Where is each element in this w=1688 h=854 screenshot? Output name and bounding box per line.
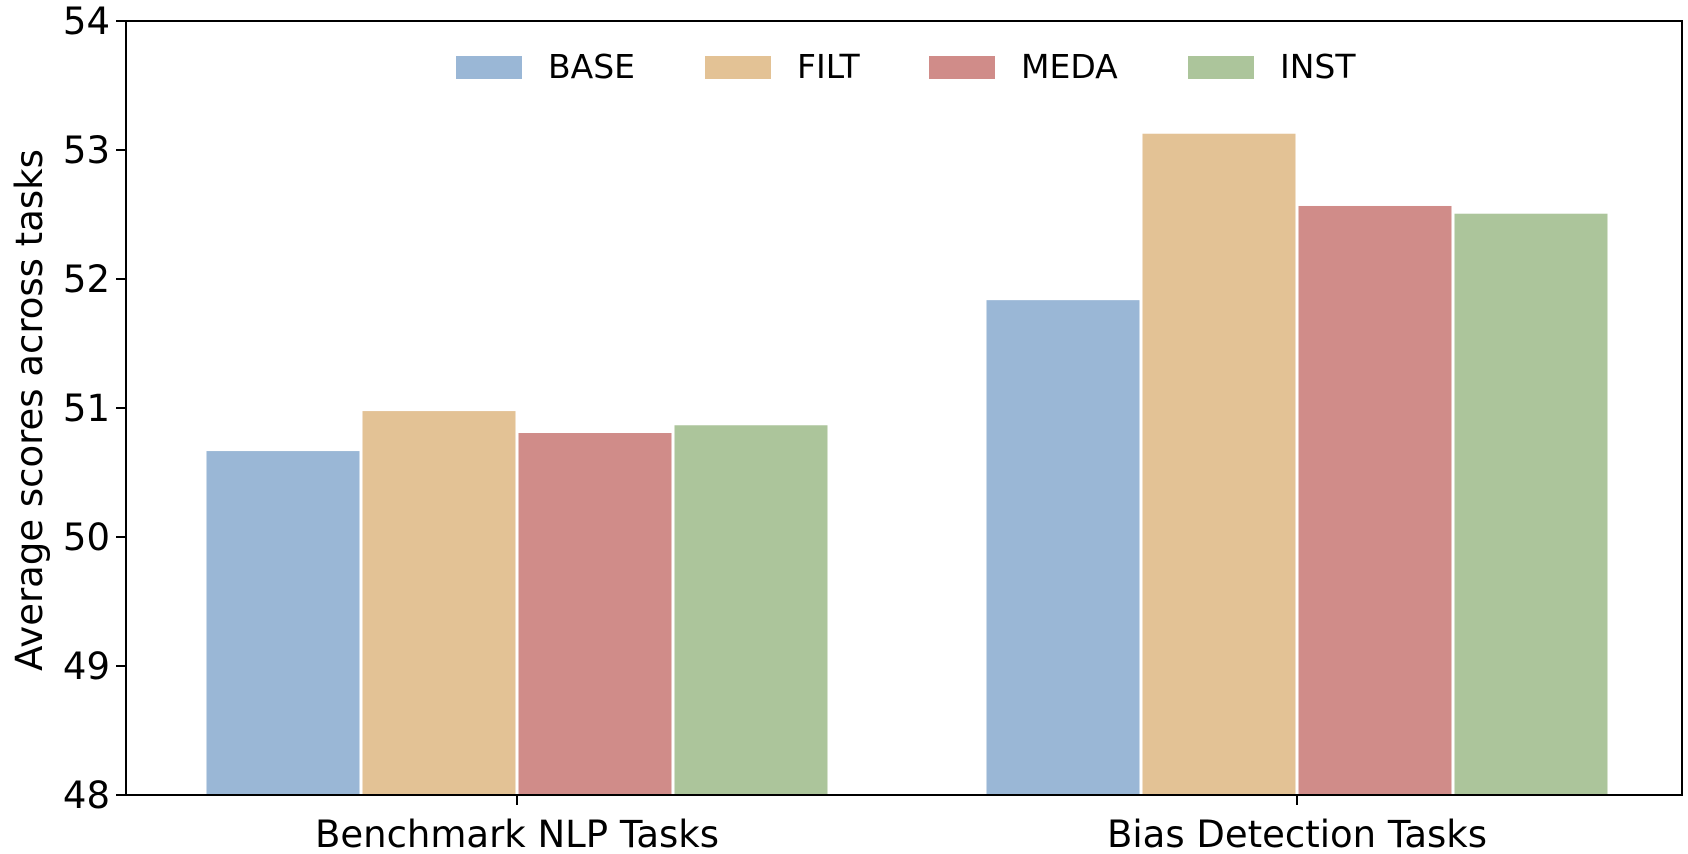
bar-inst-bias: [1453, 212, 1609, 796]
legend: BASE FILT MEDA INST: [456, 47, 1356, 86]
x-tick-label: Benchmark NLP Tasks: [315, 813, 719, 854]
y-tick-label: 52: [63, 258, 110, 301]
legend-swatch-base: [456, 56, 522, 79]
bars-group: [205, 132, 1609, 796]
legend-swatch-meda: [929, 56, 995, 79]
y-tick-label: 51: [63, 387, 110, 430]
legend-label-meda: MEDA: [1021, 47, 1118, 86]
y-tick-label: 54: [63, 0, 110, 43]
x-axis-ticks: Benchmark NLP Tasks Bias Detection Tasks: [315, 795, 1487, 854]
legend-label-inst: INST: [1280, 47, 1356, 86]
bar-inst-benchmark: [673, 424, 829, 796]
y-tick-label: 48: [63, 774, 110, 817]
legend-label-base: BASE: [548, 47, 635, 86]
bar-meda-bias: [1297, 204, 1453, 796]
legend-label-filt: FILT: [797, 47, 861, 86]
bar-filt-benchmark: [361, 410, 517, 796]
bar-meda-benchmark: [517, 432, 673, 796]
x-tick-label: Bias Detection Tasks: [1107, 813, 1487, 854]
bar-filt-bias: [1141, 132, 1297, 796]
y-tick-label: 50: [63, 516, 110, 559]
legend-swatch-filt: [705, 56, 771, 79]
y-axis-label: Average scores across tasks: [8, 149, 51, 671]
legend-swatch-inst: [1188, 56, 1254, 79]
y-tick-label: 49: [63, 645, 110, 688]
bar-base-benchmark: [205, 450, 361, 796]
bar-base-bias: [985, 299, 1141, 796]
y-tick-label: 53: [63, 129, 110, 172]
y-axis-ticks: 48 49 50 51 52 53 54: [63, 0, 126, 817]
